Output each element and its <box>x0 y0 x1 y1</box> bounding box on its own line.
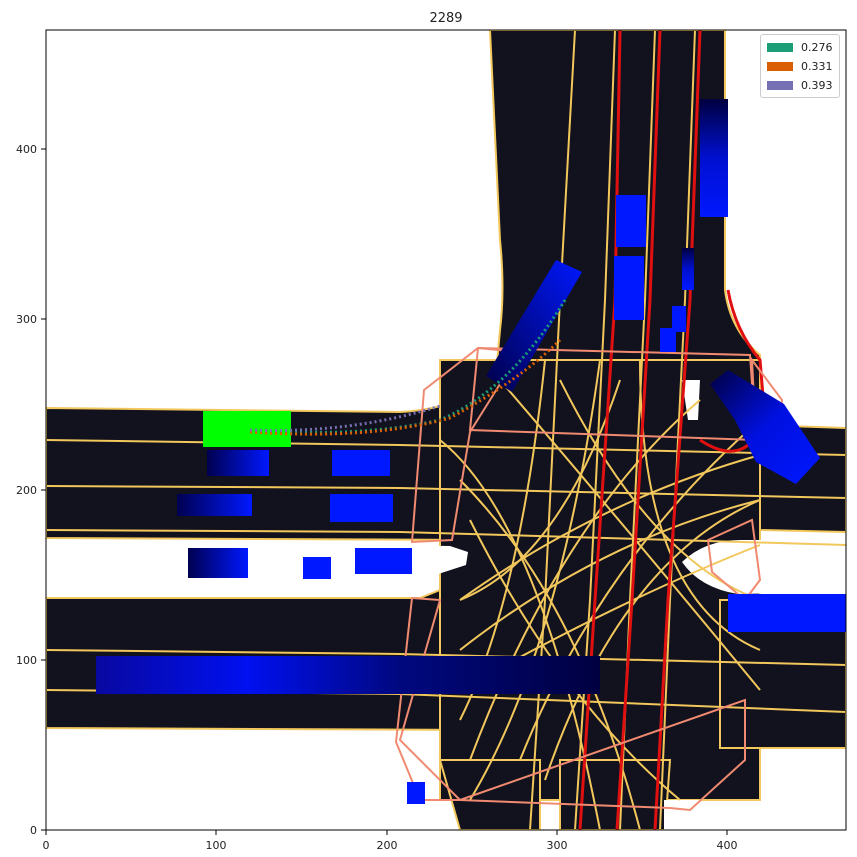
x-tick-300: 300 <box>547 839 568 852</box>
agent-west-4 <box>330 494 393 522</box>
agent-west-7 <box>355 548 412 574</box>
legend-swatch <box>767 80 793 90</box>
axes-spines <box>45 29 847 831</box>
legend-label: 0.276 <box>801 40 833 54</box>
agent-bottom-lane <box>96 656 600 694</box>
agent-east <box>728 594 846 632</box>
agent-south <box>407 782 425 804</box>
y-tick-200: 200 <box>16 484 37 497</box>
y-tick-400: 400 <box>16 143 37 156</box>
agent-west-5 <box>188 548 248 578</box>
agents <box>96 99 846 804</box>
agent-north-lane <box>700 99 728 217</box>
legend-item: 0.276 <box>767 39 833 55</box>
x-tick-400: 400 <box>717 839 738 852</box>
y-tick-300: 300 <box>16 313 37 326</box>
legend-swatch <box>767 42 793 52</box>
ego-vehicle <box>203 411 291 447</box>
x-tick-200: 200 <box>377 839 398 852</box>
x-tick-100: 100 <box>206 839 227 852</box>
agent-west-3 <box>177 494 252 516</box>
legend: 0.276 0.331 0.393 <box>760 34 840 98</box>
trajectories <box>249 299 567 436</box>
agent-west-2 <box>332 450 390 476</box>
legend-label: 0.393 <box>801 78 833 92</box>
agent-west-1 <box>207 450 269 476</box>
road-south-left <box>438 759 541 830</box>
legend-item: 0.393 <box>767 77 833 93</box>
y-tick-0: 0 <box>30 824 37 837</box>
agent-north-1 <box>616 195 646 247</box>
island-north <box>682 380 700 420</box>
legend-label: 0.331 <box>801 59 833 73</box>
agent-northeast <box>710 370 820 484</box>
trajectory-0331 <box>249 338 562 436</box>
plot-title: 2289 <box>429 11 462 26</box>
legend-item: 0.331 <box>767 58 833 74</box>
agent-west-6 <box>303 557 331 579</box>
map-layer <box>46 30 846 830</box>
agent-north-5 <box>660 328 676 352</box>
agent-north-2 <box>614 256 644 320</box>
y-tick-100: 100 <box>16 654 37 667</box>
agent-north-4 <box>672 306 686 332</box>
road-south-right <box>559 759 672 830</box>
agent-curve-north <box>486 260 582 392</box>
agent-north-3 <box>682 248 694 290</box>
tick-marks <box>41 148 728 835</box>
legend-swatch <box>767 61 793 71</box>
x-tick-0: 0 <box>43 839 50 852</box>
